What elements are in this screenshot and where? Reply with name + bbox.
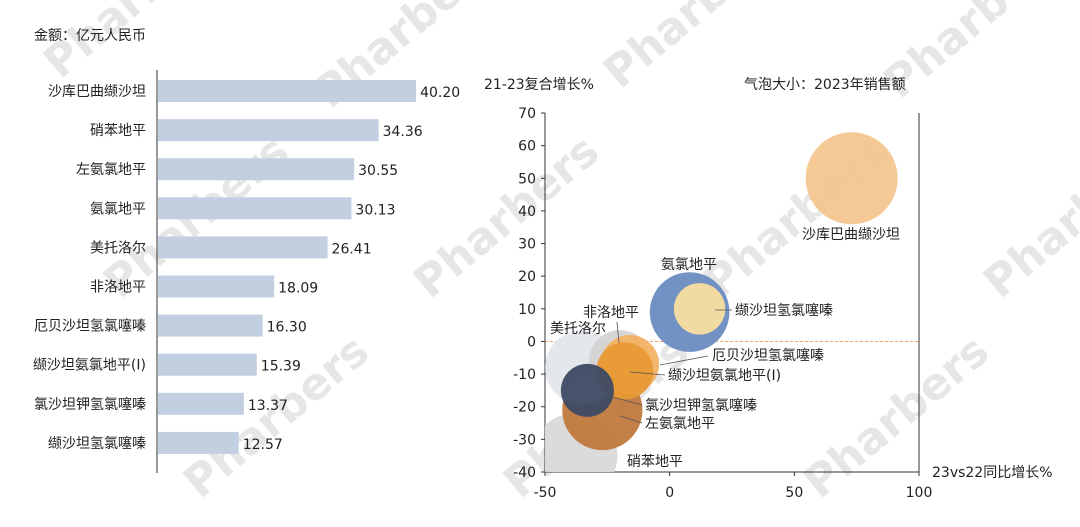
bar	[158, 353, 257, 376]
bar-category-label: 缬沙坦氨氯地平(Ⅰ)	[33, 358, 146, 374]
x-tick-label: -50	[534, 485, 557, 501]
bubble-label: 厄贝沙坦氢氯噻嗪	[712, 347, 824, 364]
bubble-label: 缬沙坦氨氯地平(Ⅰ)	[668, 368, 781, 384]
bar-unit-label: 金额：亿元人民币	[34, 28, 146, 44]
y-tick-label: -10	[513, 367, 536, 383]
bar-category-label: 厄贝沙坦氢氯噻嗪	[34, 318, 146, 335]
bar-category-label: 左氨氯地平	[76, 162, 146, 178]
bar-value-label: 18.09	[278, 281, 318, 297]
bar-category-label: 缬沙坦氢氯噻嗪	[48, 435, 146, 452]
x-tick-label: 100	[906, 485, 933, 501]
y-tick-label: 70	[518, 106, 536, 122]
bar	[158, 275, 275, 298]
bubble-x-axis-title: 23vs22同比增长%	[932, 465, 1053, 481]
bubble-label: 非洛地平	[583, 305, 639, 321]
bar	[158, 236, 328, 259]
y-tick-label: 50	[518, 171, 536, 187]
y-tick-label: 20	[518, 269, 536, 285]
label-leader-line	[619, 415, 643, 424]
bubble-point	[560, 363, 614, 417]
label-leader-line	[616, 321, 620, 344]
y-tick-label: 10	[518, 302, 536, 318]
label-leader-line	[629, 371, 666, 376]
bubble-label: 氯沙坦钾氢氯噻嗪	[645, 397, 757, 414]
y-tick-label: 30	[518, 237, 536, 253]
watermark-text: Pharbers	[174, 325, 379, 508]
bar-value-label: 13.37	[248, 398, 288, 414]
x-tick-label: 50	[785, 485, 803, 501]
bar-value-label: 15.39	[261, 359, 301, 375]
bubble-label: 硝苯地平	[627, 453, 683, 470]
bubble-y-axis-title: 21-23复合增长%	[484, 76, 594, 93]
watermark-text: Pharbers	[404, 125, 609, 308]
bubble-size-legend: 气泡大小：2023年销售额	[744, 77, 906, 93]
bar	[158, 431, 239, 454]
y-tick-label: 0	[527, 334, 536, 350]
bar	[158, 314, 263, 337]
y-tick-label: -20	[513, 400, 536, 416]
bar	[158, 80, 417, 102]
bar	[158, 392, 244, 415]
bar-value-label: 40.20	[420, 85, 460, 101]
bar	[158, 119, 379, 142]
y-tick-label: -30	[513, 432, 536, 448]
bar	[158, 158, 355, 181]
bar-category-label: 沙库巴曲缬沙坦	[48, 84, 146, 100]
bar-category-label: 美托洛尔	[90, 240, 146, 256]
bar-value-label: 26.41	[332, 241, 372, 257]
y-tick-label: 60	[518, 139, 536, 155]
label-leader-line	[604, 394, 643, 406]
bubble-point	[673, 283, 726, 335]
watermark-text: Pharbers	[34, 0, 239, 88]
y-tick-label: 40	[518, 204, 536, 220]
bar-chart: 沙库巴曲缬沙坦 40.20 硝苯地平 34.36 左氨氯地平 30.55 氨氯地平 30.13…	[33, 80, 460, 454]
bar-value-label: 34.36	[383, 124, 423, 140]
bar-value-label: 30.55	[358, 163, 398, 179]
bubbles	[545, 132, 898, 472]
bar-value-label: 12.57	[243, 437, 283, 453]
bar	[158, 197, 352, 220]
x-tick-label: 0	[665, 485, 674, 501]
bubble-label: 缬沙坦氢氯噻嗪	[735, 302, 833, 319]
y-tick-label: -40	[513, 465, 536, 481]
bar-value-label: 30.13	[355, 202, 395, 218]
bubble-label: 氨氯地平	[661, 257, 717, 273]
label-leader-line	[659, 355, 709, 366]
bar-category-label: 非洛地平	[90, 280, 146, 296]
bar-category-label: 氨氯地平	[90, 201, 146, 217]
bar-category-label: 氯沙坦钾氢氯噻嗪	[34, 396, 146, 413]
bubble-point	[805, 132, 898, 225]
bubble-label: 沙库巴曲缬沙坦	[802, 227, 900, 243]
bubble-label: 左氨氯地平	[645, 416, 715, 432]
bar-category-label: 硝苯地平	[90, 122, 146, 139]
watermark-text: Pharbers	[974, 125, 1080, 308]
bubble-label: 美托洛尔	[550, 321, 606, 337]
bar-value-label: 16.30	[267, 320, 307, 336]
